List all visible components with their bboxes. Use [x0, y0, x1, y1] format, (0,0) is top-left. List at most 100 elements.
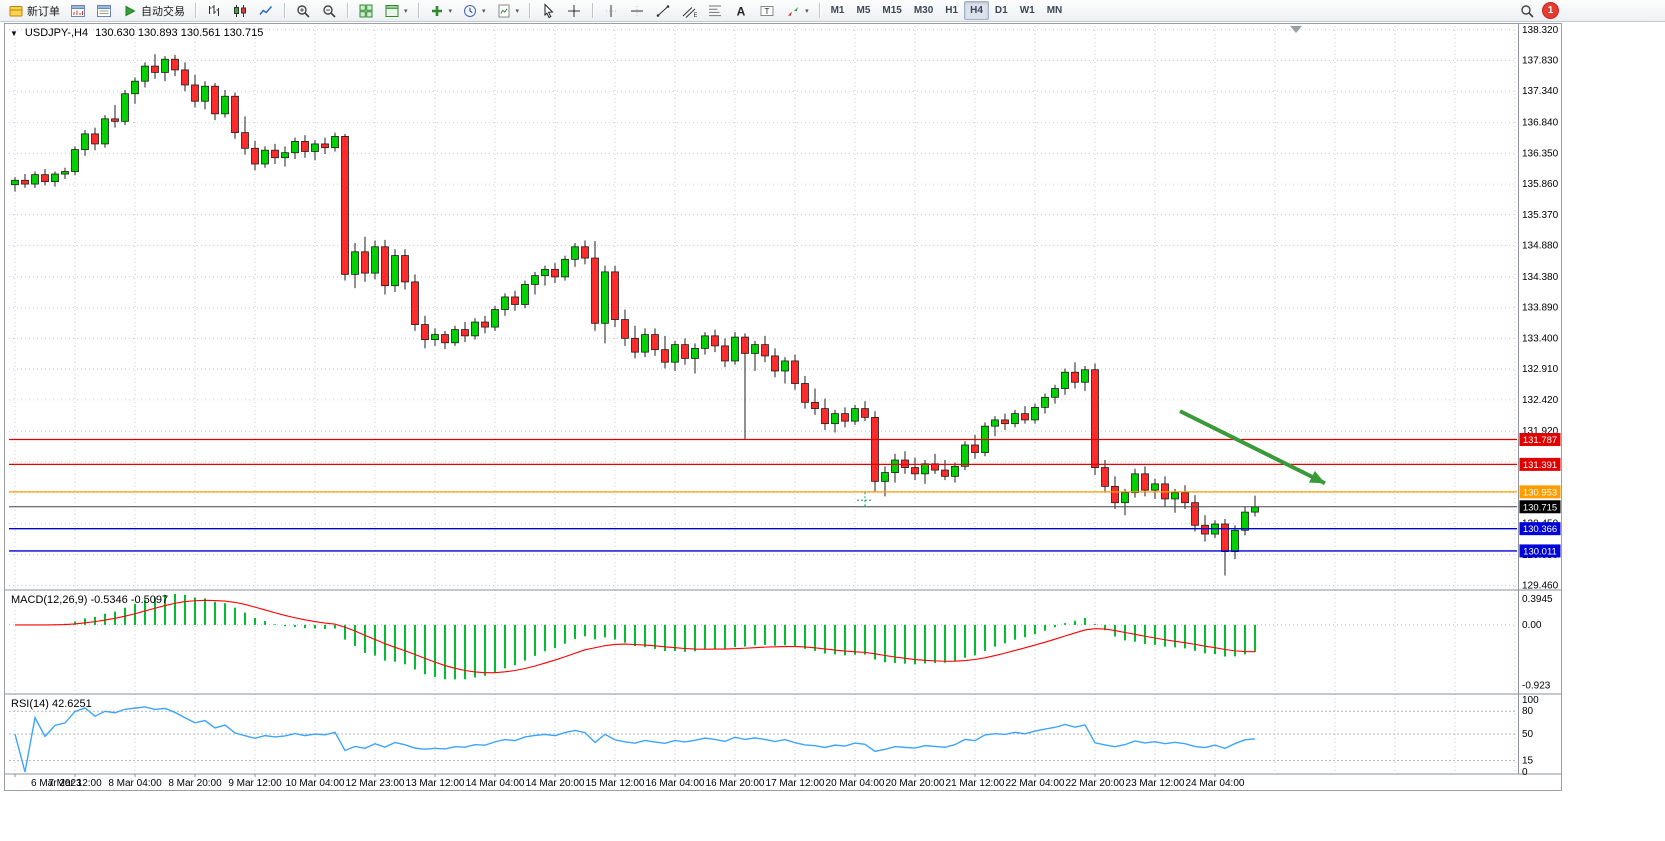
svg-text:100: 100 — [1522, 695, 1539, 706]
svg-text:138.320: 138.320 — [1522, 25, 1559, 36]
svg-text:134.880: 134.880 — [1522, 241, 1559, 252]
text-label-button[interactable]: T — [754, 1, 780, 20]
new-chart-button[interactable]: ▾ — [379, 1, 413, 20]
zoom-in-button[interactable] — [290, 1, 316, 20]
toolbar-separator — [818, 3, 820, 18]
svg-text:136.840: 136.840 — [1522, 118, 1559, 129]
svg-text:130.366: 130.366 — [1523, 524, 1557, 535]
zoom-out-button[interactable] — [316, 1, 342, 20]
line-chart-button[interactable] — [253, 1, 279, 20]
template-icon — [496, 3, 512, 19]
svg-text:130.715: 130.715 — [1523, 502, 1557, 513]
svg-text:12 Mar 23:00: 12 Mar 23:00 — [346, 778, 405, 789]
timeframe-h4-button[interactable]: H4 — [964, 1, 989, 20]
level-lines — [9, 438, 1517, 552]
svg-text:14 Mar 04:00: 14 Mar 04:00 — [466, 778, 525, 789]
equidistant-channel-button[interactable]: E — [676, 1, 702, 20]
timeframe-w1-button[interactable]: W1 — [1019, 5, 1035, 16]
svg-text:13 Mar 12:00: 13 Mar 12:00 — [406, 778, 465, 789]
svg-text:23 Mar 12:00: 23 Mar 12:00 — [1126, 778, 1185, 789]
horizontal-line-button[interactable] — [624, 1, 650, 20]
templates-button[interactable]: ▾ — [491, 1, 525, 20]
timeframe-d1-button[interactable]: D1 — [994, 5, 1008, 16]
auto-trading-button[interactable]: 自动交易 — [117, 1, 190, 20]
trend-arrow[interactable] — [1179, 409, 1326, 486]
svg-text:7 Mar 12:00: 7 Mar 12:00 — [48, 778, 102, 789]
timeframe-m15-button[interactable]: M15 — [882, 5, 902, 16]
fibonacci-retracement-button[interactable] — [702, 1, 728, 20]
svg-text:130.011: 130.011 — [1523, 546, 1557, 557]
market-watch-icon — [70, 3, 86, 19]
crosshair-button[interactable] — [561, 1, 587, 20]
arrow-objects-button[interactable]: ▾ — [780, 1, 814, 20]
text-button[interactable]: A — [728, 1, 754, 20]
svg-text:24 Mar 04:00: 24 Mar 04:00 — [1186, 778, 1245, 789]
bar-chart-icon — [206, 3, 222, 19]
auto-trading-label: 自动交易 — [141, 5, 185, 18]
svg-text:20 Mar 04:00: 20 Mar 04:00 — [826, 778, 885, 789]
chart-collapse-icon[interactable]: ▼ — [10, 29, 18, 38]
notification-badge[interactable]: 1 — [1543, 3, 1558, 18]
svg-text:0.00: 0.00 — [1522, 620, 1542, 631]
svg-text:22 Mar 04:00: 22 Mar 04:00 — [1006, 778, 1065, 789]
timeframe-m5-button[interactable]: M5 — [856, 5, 871, 16]
autotrade-icon — [122, 3, 138, 19]
svg-text:137.340: 137.340 — [1522, 86, 1559, 97]
candles — [11, 54, 1259, 576]
periods-button[interactable]: ▾ — [457, 1, 491, 20]
svg-text:10 Mar 04:00: 10 Mar 04:00 — [286, 778, 345, 789]
search-icon[interactable] — [1519, 3, 1535, 19]
chart-ohlc-header: ▼ USDJPY-,H4 130.630 130.893 130.561 130… — [10, 27, 263, 39]
svg-text:133.400: 133.400 — [1522, 333, 1559, 344]
rsi-pane — [14, 706, 1256, 773]
vline-icon — [603, 3, 619, 19]
svg-text:16 Mar 04:00: 16 Mar 04:00 — [646, 778, 705, 789]
trendline-icon — [655, 3, 671, 19]
timeframe-m1-button[interactable]: M1 — [830, 5, 845, 16]
tile-windows-icon — [358, 3, 374, 19]
svg-text:14 Mar 20:00: 14 Mar 20:00 — [526, 778, 585, 789]
candle-chart-icon — [232, 3, 248, 19]
trendline-button[interactable] — [650, 1, 676, 20]
svg-text:15: 15 — [1522, 756, 1534, 767]
channel-icon: E — [681, 3, 697, 19]
indicators-button[interactable]: ▾ — [424, 1, 458, 20]
market-watch-button[interactable] — [65, 1, 91, 20]
data-window-button[interactable] — [91, 1, 117, 20]
svg-text:15 Mar 12:00: 15 Mar 12:00 — [586, 778, 645, 789]
svg-text:135.370: 135.370 — [1522, 210, 1559, 221]
bar-chart-button[interactable] — [201, 1, 227, 20]
timeframe-m30-button[interactable]: M30 — [913, 5, 934, 16]
vertical-line-button[interactable] — [598, 1, 624, 20]
pane-separators — [5, 24, 1561, 775]
price-chart-canvas[interactable]: 138.320 137.830 137.340 136.840 136.350 135.8… — [5, 24, 1561, 790]
hline-icon — [629, 3, 645, 19]
svg-text:16 Mar 20:00: 16 Mar 20:00 — [706, 778, 765, 789]
svg-text:20 Mar 20:00: 20 Mar 20:00 — [886, 778, 945, 789]
cursor-button[interactable] — [535, 1, 561, 20]
timeframe-mn-button[interactable]: MN — [1046, 5, 1063, 16]
rsi-indicator-label: RSI(14) 42.6251 — [11, 698, 92, 710]
svg-text:136.350: 136.350 — [1522, 148, 1559, 159]
tile-windows-button[interactable] — [353, 1, 379, 20]
candlestick-chart-button[interactable] — [227, 1, 253, 20]
svg-text:21 Mar 12:00: 21 Mar 12:00 — [946, 778, 1005, 789]
svg-text:0.3945: 0.3945 — [1522, 594, 1553, 605]
svg-text:131.920: 131.920 — [1522, 426, 1559, 437]
cross-marker — [857, 492, 873, 509]
zoom-out-icon — [321, 3, 337, 19]
chart-window: 138.320 137.830 137.340 136.840 136.350 135.8… — [4, 23, 1562, 791]
svg-text:17 Mar 12:00: 17 Mar 12:00 — [766, 778, 825, 789]
svg-text:8 Mar 20:00: 8 Mar 20:00 — [168, 778, 222, 789]
svg-text:A: A — [737, 4, 746, 18]
svg-text:132.420: 132.420 — [1522, 395, 1559, 406]
new-order-button[interactable]: 新订单 — [3, 1, 65, 20]
new-chart-icon — [384, 3, 400, 19]
label-icon: T — [759, 3, 775, 19]
fibo-icon — [707, 3, 723, 19]
svg-text:131.391: 131.391 — [1523, 460, 1557, 471]
timeframe-h1-button[interactable]: H1 — [945, 5, 959, 16]
data-window-icon — [96, 3, 112, 19]
price-axis[interactable]: 138.320 137.830 137.340 136.840 136.350 135.8… — [1522, 25, 1559, 778]
